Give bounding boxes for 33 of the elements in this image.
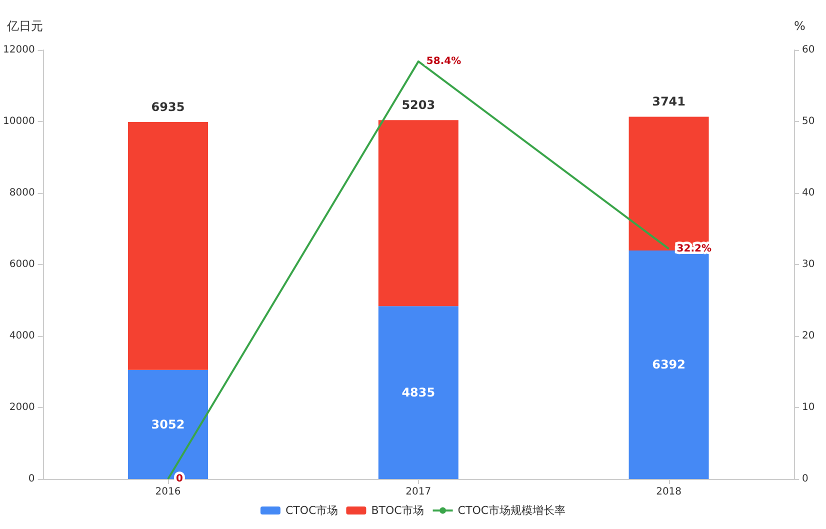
- data-label: 4835: [402, 386, 436, 400]
- y2-tick-label: 20: [802, 330, 815, 342]
- y2-tick-label: 10: [802, 402, 815, 413]
- y-tick-label: 8000: [9, 188, 35, 198]
- x-tick-label: 2016: [155, 486, 181, 498]
- y2-tick-label: 30: [802, 259, 815, 270]
- bar: [628, 250, 709, 479]
- data-label: 3741: [652, 94, 686, 109]
- y-tick-label: 6000: [9, 259, 35, 270]
- y-tick-label: 4000: [9, 330, 35, 342]
- y2-tick-label: 50: [802, 116, 815, 127]
- data-label: 5203: [402, 98, 436, 112]
- bar: [378, 120, 458, 306]
- y-axis-title: 亿日元: [6, 19, 43, 33]
- y-tick-label: 12000: [3, 44, 35, 56]
- y2-tick-label: 60: [802, 44, 815, 56]
- x-tick-label: 2017: [406, 486, 432, 498]
- legend-label: CTOC市场: [285, 504, 338, 517]
- data-label: 6935: [151, 100, 185, 114]
- data-label: 3052: [151, 417, 185, 432]
- bar: [378, 306, 458, 479]
- bar: [128, 122, 208, 370]
- legend-label: BTOC市场: [371, 504, 424, 517]
- data-label: 58.4%: [426, 56, 462, 67]
- y-tick-label: 0: [28, 474, 35, 484]
- legend-label: CTOC市场规模增长率: [458, 504, 566, 517]
- y2-tick-label: 0: [802, 474, 808, 484]
- data-label: 6392: [652, 358, 686, 372]
- x-tick-label: 2018: [656, 486, 682, 498]
- y2-tick-label: 40: [802, 188, 815, 198]
- y2-axis-title: %: [794, 19, 806, 33]
- y-tick-label: 2000: [9, 402, 35, 413]
- y-tick-label: 10000: [3, 116, 35, 127]
